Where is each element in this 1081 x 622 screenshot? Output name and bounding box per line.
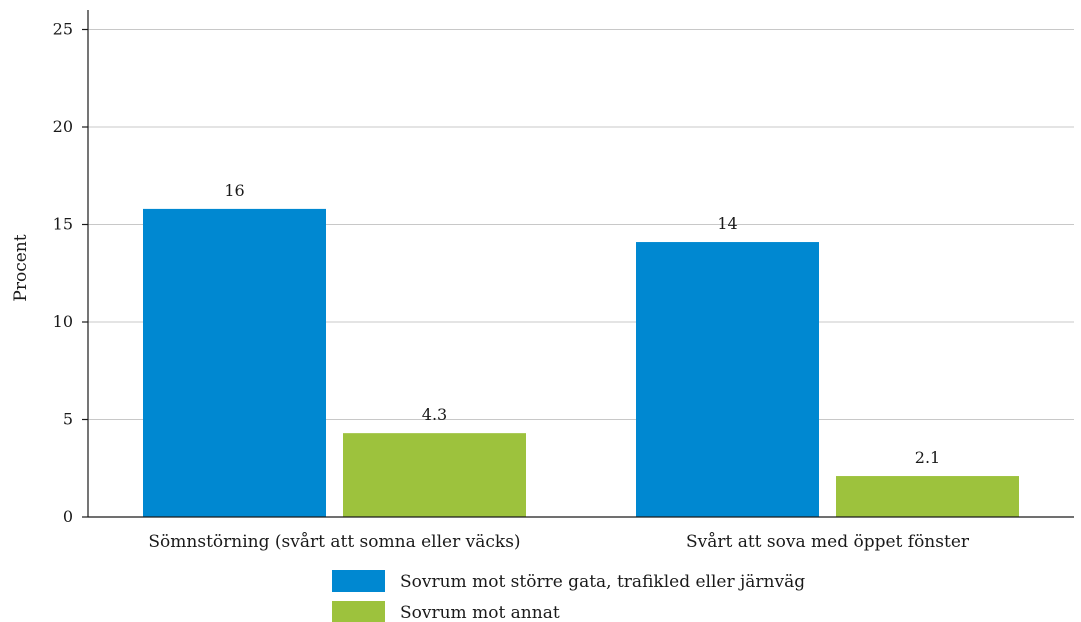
data-label: 14 — [717, 214, 737, 233]
y-tick-label: 10 — [53, 312, 73, 331]
data-label: 4.3 — [422, 405, 447, 424]
y-tick-label: 15 — [53, 215, 73, 234]
y-tick-label: 0 — [63, 507, 73, 526]
legend-swatch — [332, 601, 385, 622]
y-tick-label: 20 — [53, 117, 73, 136]
y-axis-title: Procent — [11, 234, 31, 301]
bar-other-1 — [343, 433, 526, 517]
data-label: 16 — [224, 181, 244, 200]
axes — [82, 10, 1074, 518]
labels: 0 5 10 15 20 25 16 4.3 Sömnstörning (svårt att s… — [53, 20, 970, 553]
x-category-label: Sömnstörning (svårt att somna eller väck… — [148, 532, 520, 552]
bar-street-2 — [636, 242, 819, 518]
x-category-label: Svårt att sova med öppet fönster — [686, 532, 970, 552]
y-tick-label: 5 — [63, 410, 73, 429]
y-tick-label: 25 — [53, 20, 73, 39]
bars — [143, 208, 1019, 518]
bar-other-2 — [836, 476, 1019, 517]
legend: Sovrum mot större gata, trafikled eller … — [332, 570, 805, 622]
legend-label: Sovrum mot annat — [400, 603, 560, 622]
legend-label: Sovrum mot större gata, trafikled eller … — [400, 572, 805, 592]
data-label: 2.1 — [915, 448, 940, 467]
legend-swatch — [332, 570, 385, 592]
bar-street-1 — [143, 208, 326, 517]
